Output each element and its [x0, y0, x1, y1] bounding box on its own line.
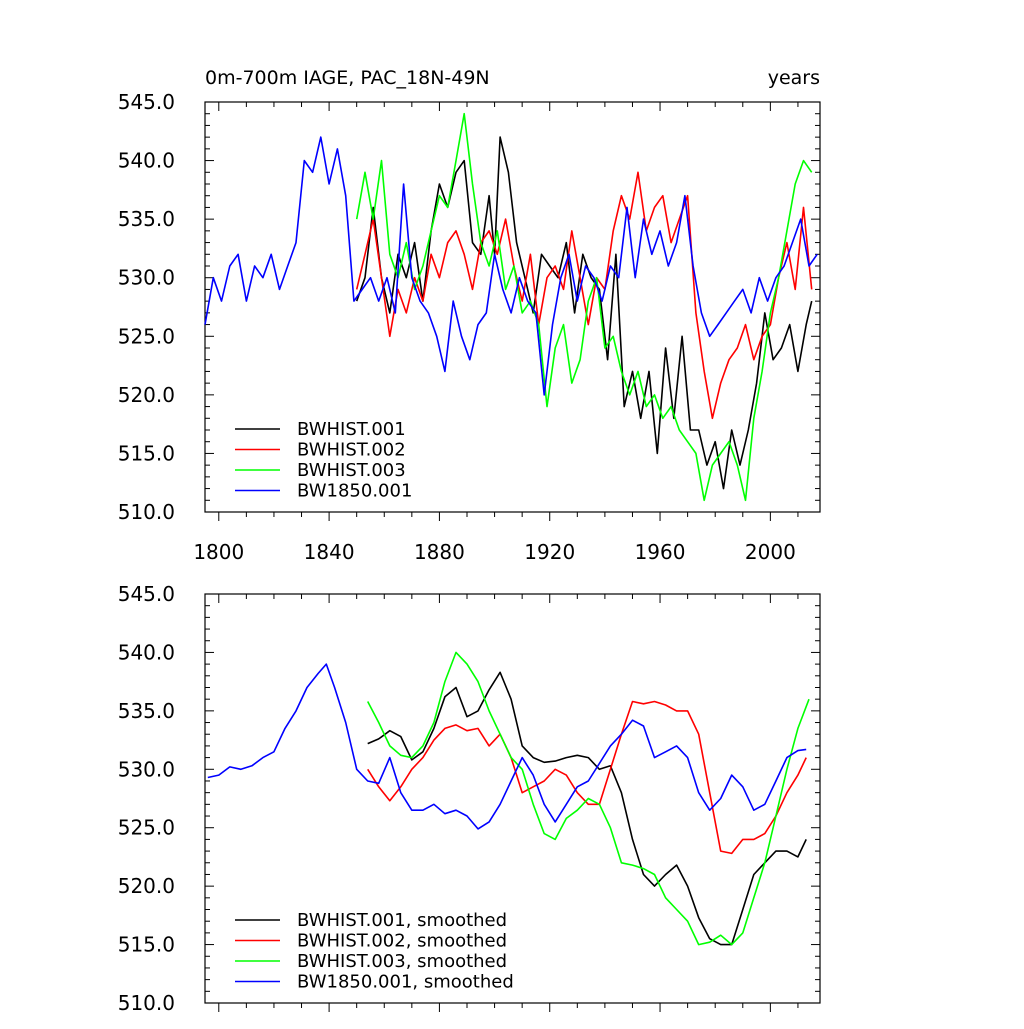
y-tick-label: 530.0 — [118, 757, 175, 781]
y-tick-label: 520.0 — [118, 383, 175, 407]
y-tick-label: 535.0 — [118, 699, 175, 723]
y-tick-label: 515.0 — [118, 933, 175, 957]
y-tick-label: 530.0 — [118, 266, 175, 290]
legend-label: BW1850.001 — [297, 481, 412, 502]
series-line-1 — [367, 671, 807, 946]
x-tick-label: 1800 — [193, 540, 244, 564]
chart-title-right: years — [768, 67, 820, 89]
x-tick-label: 2000 — [745, 540, 796, 564]
legend-label: BWHIST.001, smoothed — [297, 910, 507, 931]
legend-label: BWHIST.002 — [297, 440, 406, 461]
series-line-3 — [366, 651, 810, 946]
plot-frame — [204, 101, 821, 513]
y-tick-label: 540.0 — [118, 149, 175, 173]
series-line-4 — [207, 663, 807, 830]
y-tick-label: 535.0 — [118, 207, 175, 231]
plot-frame — [204, 593, 821, 1004]
y-tick-label: 510.0 — [118, 500, 175, 524]
series-line-4 — [204, 136, 818, 396]
y-tick-label: 545.0 — [118, 90, 175, 114]
y-tick-label: 545.0 — [118, 582, 175, 606]
series-line-3 — [355, 112, 813, 502]
legend-label: BW1850.001, smoothed — [297, 972, 514, 993]
x-tick-label: 1880 — [414, 540, 465, 564]
legend-label: BWHIST.001 — [297, 419, 406, 440]
series-line-2 — [367, 700, 807, 855]
y-tick-label: 510.0 — [118, 991, 175, 1015]
chart-panel-2: 510.0 515.0 520.0 525.0 530.0 535.0 540.0 545.0… — [118, 582, 821, 1015]
y-tick-label: 540.0 — [118, 640, 175, 664]
x-tick-label: 1840 — [304, 540, 355, 564]
legend-label: BWHIST.003 — [297, 460, 406, 481]
y-tick-label: 525.0 — [118, 816, 175, 840]
series-line-2 — [355, 171, 813, 420]
y-tick-label: 525.0 — [118, 324, 175, 348]
chart-title: 0m-700m IAGE, PAC_18N-49N — [205, 67, 490, 89]
y-tick-label: 515.0 — [118, 441, 175, 465]
series-line-1 — [355, 136, 813, 490]
chart-panel-1: 510.0 515.0 520.0 525.0 530.0 535.0 540.0 545.0… — [118, 67, 821, 564]
x-tick-label: 1960 — [635, 540, 686, 564]
y-tick-label: 520.0 — [118, 874, 175, 898]
legend-label: BWHIST.002, smoothed — [297, 931, 507, 952]
x-tick-label: 1920 — [524, 540, 575, 564]
legend-label: BWHIST.003, smoothed — [297, 951, 507, 972]
